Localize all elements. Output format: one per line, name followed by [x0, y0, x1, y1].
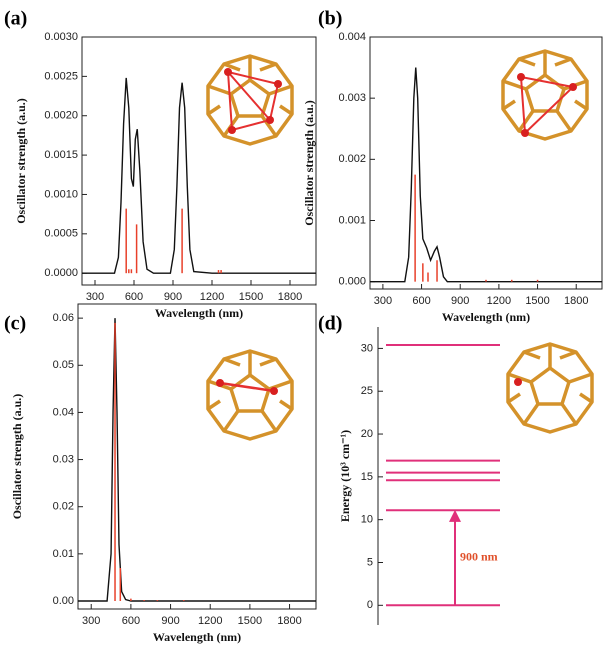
x-tick-label: 1800: [277, 615, 301, 627]
inset-d: [508, 344, 592, 432]
page: {"chart_data": [ {"type": "spectrum", "l…: [0, 0, 605, 648]
y-tick-label: 0.04: [53, 406, 74, 418]
panel-label: (c): [4, 313, 26, 335]
inset-a: [208, 56, 292, 144]
x-tick-label: 1800: [564, 295, 588, 307]
x-tick-label: 1200: [487, 295, 511, 307]
x-axis-label: Wavelength (nm): [155, 306, 243, 320]
y-tick-label: 5: [367, 556, 373, 568]
y-tick-label: 0.0030: [44, 31, 78, 43]
x-tick-label: 1500: [525, 295, 549, 307]
x-tick-label: 600: [125, 291, 143, 303]
y-tick-label: 20: [361, 428, 373, 440]
y-tick-label: 0.002: [338, 153, 366, 165]
y-tick-label: 0.001: [338, 214, 366, 226]
y-tick-label: 0.0025: [44, 70, 78, 82]
annotation: 900 nm: [460, 550, 498, 564]
spectrum-line: [370, 68, 602, 282]
y-tick-label: 0.0000: [44, 267, 78, 279]
y-tick-label: 25: [361, 385, 373, 397]
x-axis-label: Wavelength (nm): [153, 630, 241, 644]
inset-b: [503, 51, 587, 139]
inset-c: [208, 351, 292, 439]
y-tick-label: 15: [361, 471, 373, 483]
x-tick-label: 1200: [198, 615, 222, 627]
figure: (a)3006009001200150018000.00000.00050.00…: [0, 0, 605, 648]
panel-label: (d): [318, 313, 342, 335]
y-tick-label: 0.003: [338, 92, 366, 104]
panel-label: (a): [4, 8, 27, 30]
y-tick-label: 0.000: [338, 276, 366, 288]
x-tick-label: 1800: [278, 291, 302, 303]
y-tick-label: 10: [361, 514, 373, 526]
y-tick-label: 0.05: [53, 359, 74, 371]
y-tick-label: 0.0005: [44, 228, 78, 240]
x-tick-label: 1200: [200, 291, 224, 303]
y-tick-label: 0.02: [53, 501, 74, 513]
y-tick-label: 0.0020: [44, 110, 78, 122]
plot-frame: [370, 37, 602, 289]
x-tick-label: 900: [164, 291, 182, 303]
y-tick-label: 0: [367, 599, 373, 611]
x-tick-label: 600: [122, 615, 140, 627]
y-tick-label: 0.03: [53, 453, 74, 465]
y-axis-label: Energy (10³ cm⁻¹): [338, 430, 352, 522]
x-tick-label: 300: [374, 295, 392, 307]
y-tick-label: 0.00: [53, 595, 74, 607]
y-tick-label: 0.0010: [44, 188, 78, 200]
y-axis-label: Oscillator strength (a.u.): [14, 98, 28, 224]
plot-frame: [82, 37, 316, 285]
x-tick-label: 300: [86, 291, 104, 303]
x-tick-label: 900: [451, 295, 469, 307]
y-tick-label: 0.004: [338, 31, 366, 43]
y-tick-label: 30: [361, 342, 373, 354]
x-axis-label: Wavelength (nm): [442, 310, 530, 324]
x-tick-label: 900: [161, 615, 179, 627]
spectrum-line: [78, 318, 316, 601]
y-tick-label: 0.06: [53, 312, 74, 324]
y-axis-label: Oscillator strength (a.u.): [302, 100, 316, 226]
y-axis-label: Oscillator strength (a.u.): [10, 394, 24, 520]
y-tick-label: 0.0015: [44, 149, 78, 161]
y-tick-label: 0.01: [53, 548, 74, 560]
x-tick-label: 1500: [239, 291, 263, 303]
panel-label: (b): [318, 8, 342, 30]
x-tick-label: 600: [412, 295, 430, 307]
x-tick-label: 300: [82, 615, 100, 627]
x-tick-label: 1500: [238, 615, 262, 627]
